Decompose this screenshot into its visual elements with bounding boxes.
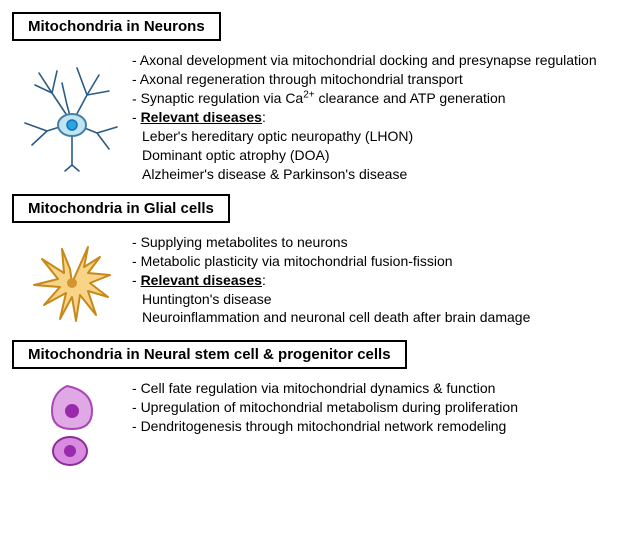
- title-neurons: Mitochondria in Neurons: [12, 12, 221, 41]
- disease-list: Huntington's disease Neuroinflammation a…: [132, 290, 615, 328]
- bullet: - Axonal regeneration through mitochondr…: [132, 70, 615, 89]
- neuron-icon: [17, 53, 127, 173]
- panel-glia: Mitochondria in Glial cells - Supplying …: [12, 194, 615, 330]
- relevant-diseases-label: Relevant diseases: [141, 272, 262, 288]
- icon-cell-neurons: [12, 47, 132, 173]
- stem-cells-icon: [22, 381, 122, 471]
- text-glia: - Supplying metabolites to neurons - Met…: [132, 229, 615, 327]
- bullet-text: Synaptic regulation via Ca2+ clearance a…: [141, 90, 506, 106]
- relevant-diseases-label: Relevant diseases: [141, 109, 262, 125]
- bullet-text: Axonal regeneration through mitochondria…: [140, 71, 463, 87]
- text-stem: - Cell fate regulation via mitochondrial…: [132, 375, 615, 436]
- disease-list: Leber's hereditary optic neuropathy (LHO…: [132, 127, 615, 184]
- bullet: - Synaptic regulation via Ca2+ clearance…: [132, 89, 615, 109]
- diseases-label-line: - Relevant diseases:: [132, 108, 615, 127]
- disease-item: Leber's hereditary optic neuropathy (LHO…: [132, 127, 615, 146]
- panel-neurons: Mitochondria in Neurons - Axonal develop…: [12, 12, 615, 184]
- glia-icon: [22, 235, 122, 330]
- panel-stem: Mitochondria in Neural stem cell & proge…: [12, 340, 615, 471]
- bullet: - Axonal development via mitochondrial d…: [132, 51, 615, 70]
- disease-item: Alzheimer's disease & Parkinson's diseas…: [132, 165, 615, 184]
- row-glia: - Supplying metabolites to neurons - Met…: [12, 229, 615, 330]
- disease-item: Neuroinflammation and neuronal cell deat…: [132, 308, 615, 327]
- bullet: - Cell fate regulation via mitochondrial…: [132, 379, 615, 398]
- bullet: - Dendritogenesis through mitochondrial …: [132, 417, 615, 436]
- title-glia: Mitochondria in Glial cells: [12, 194, 230, 223]
- title-stem: Mitochondria in Neural stem cell & proge…: [12, 340, 407, 369]
- bullet-text: Supplying metabolites to neurons: [141, 234, 348, 250]
- diseases-label-line: - Relevant diseases:: [132, 271, 615, 290]
- row-stem: - Cell fate regulation via mitochondrial…: [12, 375, 615, 471]
- disease-item: Dominant optic atrophy (DOA): [132, 146, 615, 165]
- bullet: - Supplying metabolites to neurons: [132, 233, 615, 252]
- bullet: - Metabolic plasticity via mitochondrial…: [132, 252, 615, 271]
- icon-cell-glia: [12, 229, 132, 330]
- row-neurons: - Axonal development via mitochondrial d…: [12, 47, 615, 184]
- bullet: - Upregulation of mitochondrial metaboli…: [132, 398, 615, 417]
- bullet-text: Cell fate regulation via mitochondrial d…: [141, 380, 496, 396]
- bullet-text: Metabolic plasticity via mitochondrial f…: [141, 253, 453, 269]
- bullet-text: Dendritogenesis through mitochondrial ne…: [141, 418, 507, 434]
- bullet-text: Upregulation of mitochondrial metabolism…: [141, 399, 518, 415]
- icon-cell-stem: [12, 375, 132, 471]
- bullet-text: Axonal development via mitochondrial doc…: [140, 52, 597, 68]
- disease-item: Huntington's disease: [132, 290, 615, 309]
- text-neurons: - Axonal development via mitochondrial d…: [132, 47, 615, 184]
